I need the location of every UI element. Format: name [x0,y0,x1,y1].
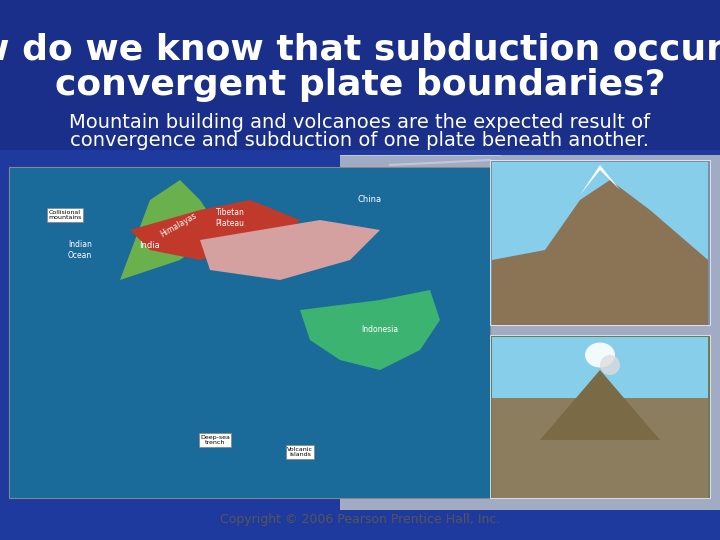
Text: convergent plate boundaries?: convergent plate boundaries? [55,68,665,102]
Text: Himalayas: Himalayas [158,211,198,239]
Text: Volcanic
islands: Volcanic islands [287,447,313,457]
FancyBboxPatch shape [492,337,708,410]
Text: How do we know that subduction occurs at: How do we know that subduction occurs at [0,33,720,67]
Text: India: India [140,240,161,249]
FancyBboxPatch shape [492,398,708,498]
Polygon shape [490,160,710,325]
Polygon shape [490,335,710,498]
Text: Deep-sea
trench: Deep-sea trench [200,435,230,446]
Text: China: China [358,195,382,205]
Text: Tibetan
Plateau: Tibetan Plateau [215,208,245,228]
Polygon shape [540,370,660,440]
Ellipse shape [600,355,620,375]
Text: Copyright © 2006 Pearson Prentice Hall, Inc.: Copyright © 2006 Pearson Prentice Hall, … [220,514,500,526]
Ellipse shape [585,342,615,368]
Polygon shape [130,200,300,260]
Text: convergence and subduction of one plate beneath another.: convergence and subduction of one plate … [71,131,649,150]
FancyBboxPatch shape [10,168,490,498]
Text: Indonesia: Indonesia [361,326,399,334]
Polygon shape [200,220,380,280]
FancyBboxPatch shape [0,0,720,190]
Polygon shape [300,290,440,370]
Text: Collisional
mountains: Collisional mountains [48,210,81,220]
FancyBboxPatch shape [492,162,708,260]
Polygon shape [340,155,720,510]
Text: Indian
Ocean: Indian Ocean [68,240,92,260]
Text: Mountain building and volcanoes are the expected result of: Mountain building and volcanoes are the … [69,112,651,132]
Polygon shape [492,180,708,325]
FancyBboxPatch shape [10,168,490,498]
Polygon shape [120,180,220,280]
Polygon shape [580,165,620,195]
FancyBboxPatch shape [0,150,720,540]
